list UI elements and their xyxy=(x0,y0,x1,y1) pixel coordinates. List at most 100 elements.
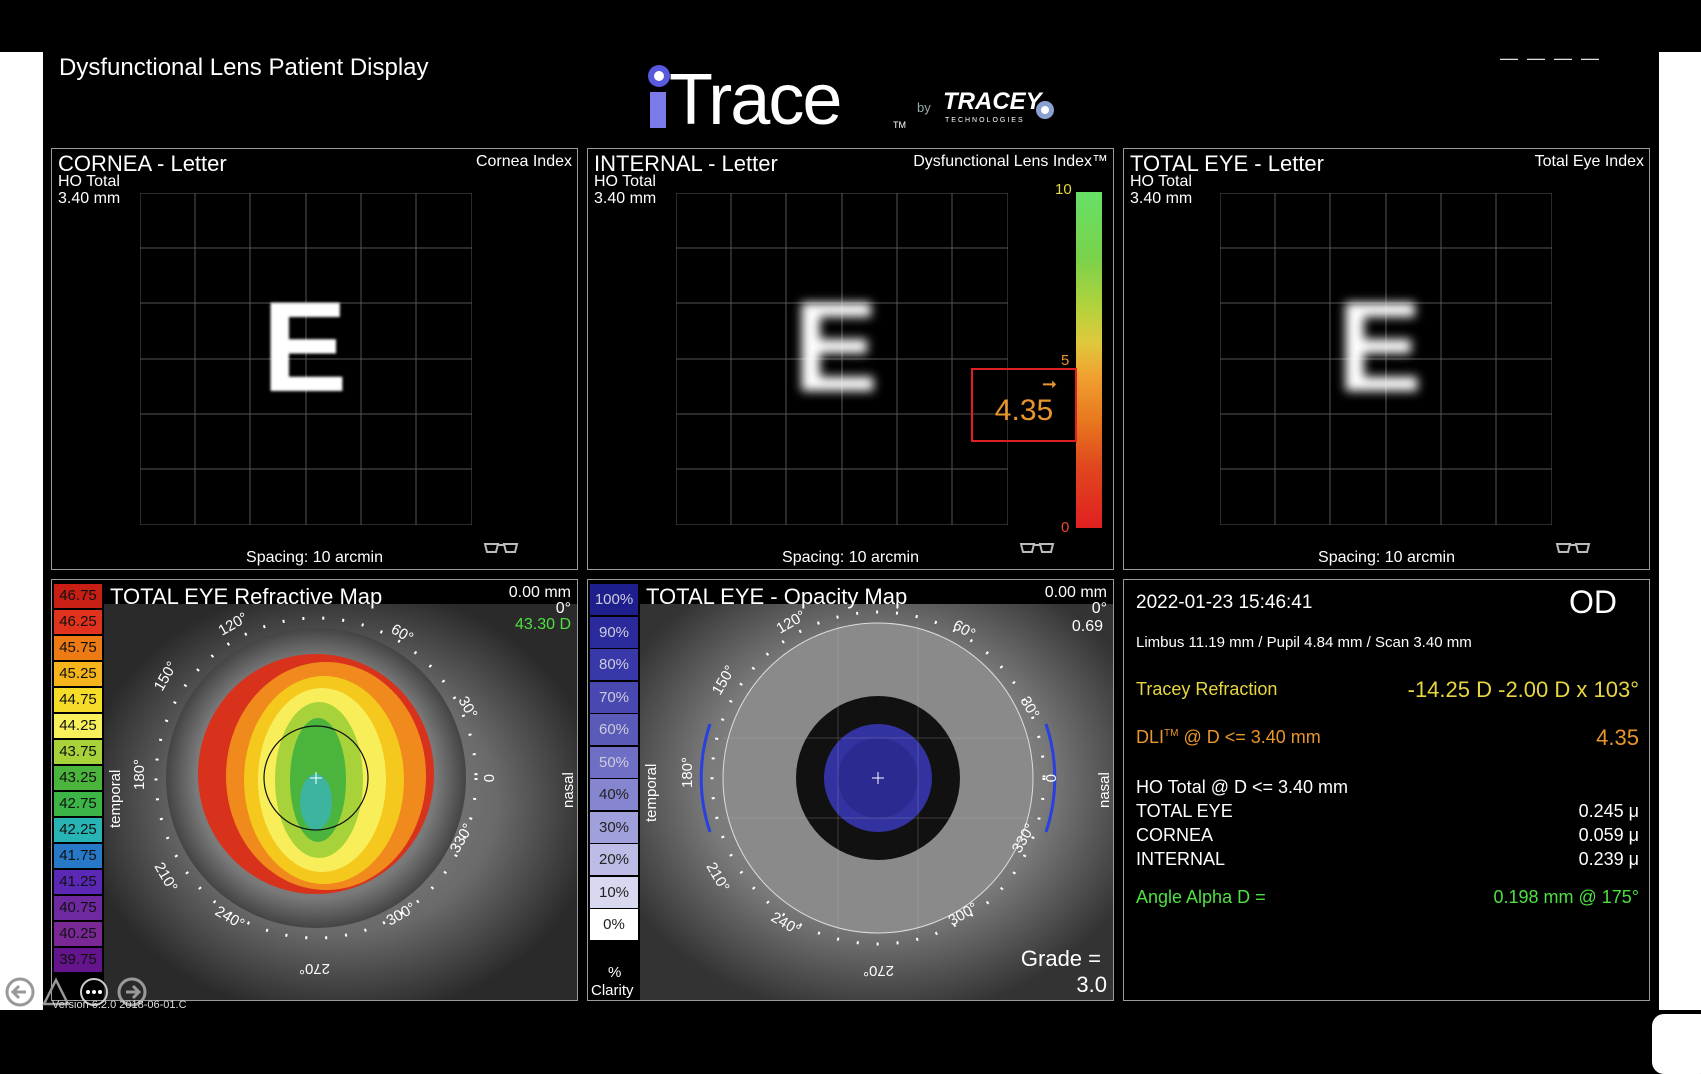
refractive-map-panel: 120° 60° 150° 30° 180° 0 210° 330° 240° … xyxy=(51,579,578,1001)
svg-text:0: 0 xyxy=(480,774,497,782)
grid-spacing: Spacing: 10 arcmin xyxy=(782,549,919,566)
angle-alpha-value: 0.198 mm @ 175° xyxy=(1493,887,1639,907)
dli-scale xyxy=(1076,192,1102,528)
total-eye-index-label: Total Eye Index xyxy=(1534,153,1644,170)
glasses-icon[interactable] xyxy=(1555,541,1591,555)
arrow-right-icon: ➞ xyxy=(1041,374,1057,394)
legend-entry: 44.75 xyxy=(54,688,102,712)
legend-entry: 40.25 xyxy=(54,922,102,946)
temporal-label: temporal xyxy=(643,763,660,822)
readout-deg: 0° xyxy=(555,600,571,617)
legend-entry: 45.25 xyxy=(54,662,102,686)
total-eye-letter-panel: TOTAL EYE - Letter HO Total 3.40 mm Total… xyxy=(1123,148,1650,570)
svg-text:TRACEY: TRACEY xyxy=(943,88,1044,115)
legend-entry: 43.75 xyxy=(54,740,102,764)
glasses-icon[interactable] xyxy=(483,541,519,555)
temporal-label: temporal xyxy=(107,769,124,828)
legend-entry: 40% xyxy=(590,779,638,810)
letter-grid xyxy=(676,193,1008,525)
panel-title: INTERNAL - Letter xyxy=(594,151,778,176)
corner-button[interactable] xyxy=(1652,1014,1701,1074)
panel-title: TOTAL EYE - Letter xyxy=(1130,151,1324,176)
refraction-value: -14.25 D -2.00 D x 103° xyxy=(1407,677,1639,702)
info-panel: 2022-01-23 15:46:41 OD Limbus 11.19 mm /… xyxy=(1123,579,1650,1001)
map-title: TOTAL EYE Refractive Map xyxy=(110,584,383,609)
panel-subtitle: HO Total 3.40 mm xyxy=(58,173,121,207)
legend-entry: 41.25 xyxy=(54,870,102,894)
refractive-map-image[interactable]: 120° 60° 150° 30° 180° 0 210° 330° 240° … xyxy=(104,604,577,1000)
legend-entry: 43.25 xyxy=(54,766,102,790)
legend-entry: 10% xyxy=(590,876,638,908)
eye-measures: Limbus 11.19 mm / Pupil 4.84 mm / Scan 3… xyxy=(1136,634,1472,651)
legend-entry: 20% xyxy=(590,844,638,875)
user-name: — — — — xyxy=(1500,48,1602,62)
refraction-label: Tracey Refraction xyxy=(1136,679,1278,699)
letter-e: E xyxy=(1337,276,1423,419)
dli-label: DLITM @ D <= 3.40 mm xyxy=(1136,727,1321,747)
scale-bottom-label: 0 xyxy=(1061,519,1070,536)
bottom-toolbar xyxy=(4,976,154,1013)
nasal-label: nasal xyxy=(560,772,577,808)
window-edge-right xyxy=(1659,52,1701,1010)
legend-entry: 45.75 xyxy=(54,636,102,660)
letter-e: E xyxy=(793,276,879,419)
legend-entry: 44.25 xyxy=(54,714,102,738)
window-edge-left xyxy=(0,52,43,1010)
ho-header: HO Total @ D <= 3.40 mm xyxy=(1136,777,1349,797)
legend-entry: 50% xyxy=(590,746,638,778)
readout-deg: 0° xyxy=(1091,600,1107,617)
panel-subtitle: HO Total 3.40 mm xyxy=(594,173,657,207)
more-icon[interactable] xyxy=(80,978,108,1006)
legend-entry: 41.75 xyxy=(54,844,102,868)
legend-entry: 46.25 xyxy=(54,610,102,634)
readout-value: 0.69 xyxy=(1071,618,1103,635)
grade-value: 3.0 xyxy=(1076,972,1107,997)
forward-arrow-icon[interactable] xyxy=(117,977,147,1007)
svg-text:270°: 270° xyxy=(299,960,330,977)
panel-title: CORNEA - Letter xyxy=(58,151,227,176)
opacity-map-image[interactable]: 120° 60° 150° 30° 180° 0 210° 330° 240° … xyxy=(640,604,1113,1000)
legend-entry: 70% xyxy=(590,681,638,713)
dli-row: DLITM @ D <= 3.40 mm 4.35 xyxy=(1136,725,1639,750)
legend-entry: 90% xyxy=(590,616,638,648)
logo-star-icon xyxy=(648,65,670,87)
grade-label: Grade = xyxy=(1020,946,1101,971)
angle-alpha-label: Angle Alpha D = xyxy=(1136,887,1266,907)
readout-diopter: 43.30 D xyxy=(514,616,571,633)
ho-row-total-eye: TOTAL EYE 0.245 μ xyxy=(1136,801,1639,821)
legend-entry: 30% xyxy=(590,811,638,843)
glasses-icon[interactable] xyxy=(1019,541,1055,555)
dli-value-box: ➞ 4.35 xyxy=(971,368,1077,442)
panel-subtitle: HO Total 3.40 mm xyxy=(1130,173,1193,207)
legend-entry: 60% xyxy=(590,714,638,745)
clarity-unit: % xyxy=(608,964,622,981)
dli-index-label: Dysfunctional Lens Index™ xyxy=(913,153,1108,170)
back-arrow-icon[interactable] xyxy=(5,977,35,1007)
page-title: Dysfunctional Lens Patient Display xyxy=(59,54,429,81)
svg-text:TECHNOLOGIES: TECHNOLOGIES xyxy=(945,117,1025,124)
grid-spacing: Spacing: 10 arcmin xyxy=(1318,549,1455,566)
svg-text:Trace: Trace xyxy=(669,62,840,132)
legend-entry: 39.75 xyxy=(54,948,102,972)
dli-value: 4.35 xyxy=(994,394,1054,427)
exam-datetime: 2022-01-23 15:46:41 xyxy=(1136,592,1313,613)
dli-value: 4.35 xyxy=(1596,725,1639,750)
cornea-letter-panel: CORNEA - Letter HO Total 3.40 mm Cornea I… xyxy=(51,148,578,570)
version-label: Version 6.2.0 2018-06-01.C xyxy=(52,999,187,1011)
refraction-row: Tracey Refraction -14.25 D -2.00 D x 103… xyxy=(1136,677,1639,702)
letter-grid xyxy=(1220,193,1552,525)
legend-entry: 42.75 xyxy=(54,792,102,816)
svg-text:0: 0 xyxy=(1042,774,1059,782)
angle-alpha-row: Angle Alpha D = 0.198 mm @ 175° xyxy=(1136,887,1639,908)
legend-entry: 42.25 xyxy=(54,818,102,842)
letter-grid xyxy=(140,193,472,525)
legend-entry: 46.75 xyxy=(54,584,102,608)
legend-entry: 80% xyxy=(590,649,638,680)
letter-e: E xyxy=(262,276,348,419)
warning-icon[interactable] xyxy=(41,977,71,1006)
svg-text:180°: 180° xyxy=(679,757,696,788)
scale-top-label: 10 xyxy=(1055,181,1072,198)
nasal-label: nasal xyxy=(1096,772,1113,808)
svg-text:TM: TM xyxy=(893,120,906,130)
clarity-legend: 100% 90% 80% 70% 60% 50% 40% 30% 20% 10% 0% xyxy=(588,584,640,946)
